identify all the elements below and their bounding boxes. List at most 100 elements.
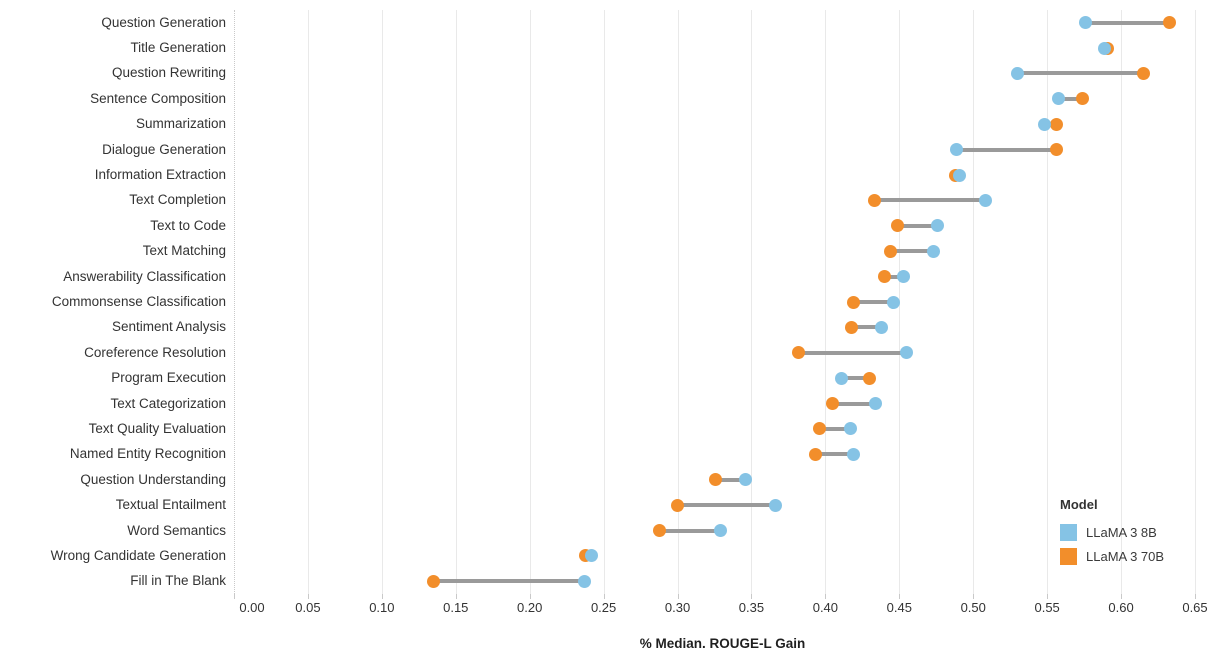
dot-llama3-70b[interactable]	[1049, 117, 1063, 131]
dot-llama3-70b[interactable]	[653, 524, 667, 538]
x-tick-label: 0.30	[664, 600, 691, 615]
dot-llama3-8b[interactable]	[886, 295, 900, 309]
dot-llama3-8b[interactable]	[1098, 41, 1112, 55]
axis-tick	[529, 594, 531, 599]
dot-llama3-8b[interactable]	[739, 473, 753, 487]
dumbbell-connector	[659, 528, 721, 533]
category-label: Question Generation	[101, 14, 226, 30]
dot-llama3-70b[interactable]	[1076, 92, 1090, 106]
category-label: Sentence Composition	[90, 90, 226, 106]
legend: Model LLaMA 3 8B LLaMA 3 70B	[1060, 497, 1164, 568]
legend-entry-llama3-70b[interactable]: LLaMA 3 70B	[1060, 544, 1164, 568]
x-tick-label: 0.10	[369, 600, 395, 615]
gridline	[751, 10, 753, 594]
axis-tick	[307, 594, 309, 599]
dot-llama3-8b[interactable]	[978, 193, 992, 207]
gridline	[307, 10, 309, 594]
dot-llama3-8b[interactable]	[1079, 16, 1093, 30]
dot-llama3-70b[interactable]	[792, 346, 806, 360]
dot-llama3-70b[interactable]	[812, 422, 826, 436]
dumbbell-connector	[890, 249, 934, 254]
category-label: Named Entity Recognition	[69, 446, 226, 462]
gridline	[677, 10, 679, 594]
x-tick-label: 0.15	[443, 600, 469, 615]
dumbbell-connector	[841, 376, 870, 381]
dumbbell-connector	[1017, 71, 1144, 76]
category-label: Summarization	[135, 116, 226, 132]
dot-llama3-8b[interactable]	[844, 422, 858, 436]
dot-llama3-70b[interactable]	[808, 447, 822, 461]
dumbbell-connector	[851, 325, 882, 330]
gridline	[455, 10, 457, 594]
category-label: Sentiment Analysis	[111, 319, 226, 335]
x-tick-label: 0.35	[738, 600, 765, 615]
dot-llama3-70b[interactable]	[671, 498, 685, 512]
legend-entry-llama3-8b[interactable]: LLaMA 3 8B	[1060, 520, 1164, 544]
gridline	[529, 10, 531, 594]
dot-llama3-70b[interactable]	[883, 244, 897, 258]
dot-llama3-8b[interactable]	[1037, 117, 1051, 131]
dumbbell-connector	[1085, 20, 1170, 25]
axis-tick	[751, 594, 753, 599]
category-label: Text Categorization	[110, 395, 226, 411]
dot-llama3-8b[interactable]	[1011, 66, 1025, 80]
gridline	[381, 10, 383, 594]
dot-llama3-8b[interactable]	[713, 524, 727, 538]
dot-llama3-8b[interactable]	[931, 219, 945, 233]
category-label: Fill in The Blank	[130, 573, 226, 589]
dumbbell-connector	[832, 401, 876, 406]
dumbbell-connector	[874, 198, 986, 203]
dumbbell-connector	[815, 452, 854, 457]
dot-llama3-8b[interactable]	[1052, 92, 1066, 106]
category-label: Dialogue Generation	[102, 141, 226, 157]
category-label: Textual Entailment	[115, 497, 226, 513]
dot-llama3-8b[interactable]	[835, 371, 849, 385]
dot-llama3-70b[interactable]	[891, 219, 905, 233]
dot-llama3-8b[interactable]	[869, 397, 883, 411]
dumbbell-connector	[897, 223, 938, 228]
category-label: Question Rewriting	[111, 65, 226, 81]
dot-llama3-8b[interactable]	[768, 498, 782, 512]
gridline	[1195, 10, 1196, 594]
dot-llama3-8b[interactable]	[577, 574, 591, 588]
axis-tick	[1195, 594, 1196, 599]
dot-llama3-8b[interactable]	[875, 320, 889, 334]
dot-llama3-8b[interactable]	[900, 346, 914, 360]
category-label: Title Generation	[130, 40, 226, 56]
dot-llama3-8b[interactable]	[950, 143, 964, 157]
dumbbell-connector	[853, 300, 894, 304]
category-label: Text to Code	[150, 217, 226, 233]
dot-llama3-8b[interactable]	[585, 549, 599, 563]
dot-llama3-70b[interactable]	[427, 574, 441, 588]
axis-tick	[603, 594, 605, 599]
dot-llama3-8b[interactable]	[953, 168, 967, 182]
dot-llama3-70b[interactable]	[1163, 16, 1177, 30]
dot-llama3-70b[interactable]	[1136, 66, 1150, 80]
dot-llama3-70b[interactable]	[709, 473, 723, 487]
dot-llama3-8b[interactable]	[897, 270, 911, 284]
axis-tick	[825, 594, 827, 599]
dot-llama3-70b[interactable]	[846, 295, 860, 309]
category-label: Answerability Classification	[63, 268, 226, 284]
dumbbell-connector	[798, 350, 907, 355]
dot-llama3-70b[interactable]	[878, 270, 892, 284]
legend-swatch-70b	[1060, 547, 1077, 565]
dot-llama3-8b[interactable]	[846, 447, 860, 461]
dot-llama3-70b[interactable]	[826, 397, 840, 411]
x-tick-label: 0.45	[886, 600, 912, 615]
axis-tick	[973, 594, 975, 599]
dot-llama3-70b[interactable]	[867, 193, 881, 207]
category-label: Question Understanding	[80, 471, 226, 487]
dot-llama3-70b[interactable]	[1049, 143, 1063, 157]
dot-llama3-70b[interactable]	[845, 320, 859, 334]
axis-zero-line	[234, 10, 235, 594]
dot-llama3-8b[interactable]	[926, 244, 940, 258]
category-label: Wrong Candidate Generation	[50, 547, 226, 563]
axis-tick	[455, 594, 457, 599]
dumbbell-connector	[715, 477, 746, 482]
dumbbell-connector	[819, 426, 851, 431]
dot-llama3-70b[interactable]	[863, 371, 877, 385]
category-label: Text Matching	[142, 243, 226, 259]
dumbbell-connector	[956, 147, 1056, 152]
